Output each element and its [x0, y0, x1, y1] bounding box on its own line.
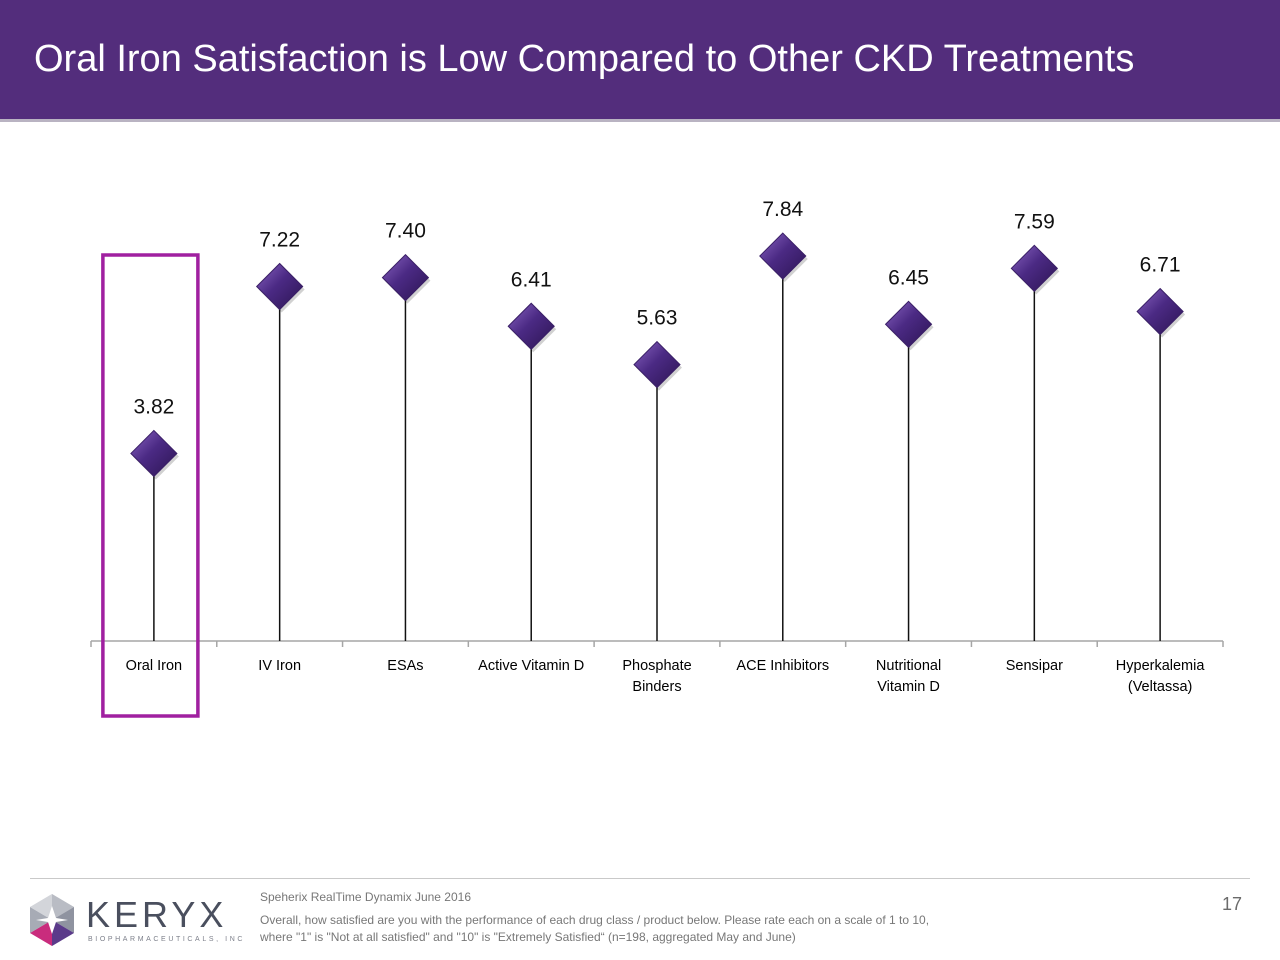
- data-label: 5.63: [637, 307, 678, 330]
- data-label: 7.22: [259, 228, 300, 251]
- data-label: 7.40: [385, 220, 426, 243]
- logo-wordmark: KERYX: [86, 894, 228, 935]
- slide-title: Oral Iron Satisfaction is Low Compared t…: [34, 38, 1135, 80]
- data-label: 6.41: [511, 268, 552, 291]
- data-point: [759, 232, 807, 280]
- data-point: [1136, 287, 1184, 336]
- footer-divider: [30, 878, 1250, 879]
- keryx-logo: KERYX BIOPHARMACEUTICALS, INC: [28, 892, 242, 950]
- data-point: [884, 300, 933, 349]
- data-label: 6.45: [888, 266, 929, 289]
- x-tick-label: ACE Inhibitors: [736, 658, 829, 674]
- keryx-logo-icon: [30, 894, 74, 946]
- x-tick-label: Phosphate: [622, 658, 691, 674]
- source-citation: Speherix RealTime Dynamix June 2016: [260, 890, 471, 904]
- data-point: [130, 429, 178, 478]
- x-tick-label: Active Vitamin D: [478, 658, 584, 674]
- logo-subtitle: BIOPHARMACEUTICALS, INC: [88, 936, 246, 943]
- data-point: [507, 302, 555, 350]
- x-tick-label: Nutritional: [876, 658, 941, 674]
- data-point: [381, 253, 430, 302]
- x-tick-label: Binders: [632, 679, 681, 695]
- survey-note-line2: where "1" is "Not at all satisfied" and …: [260, 930, 796, 944]
- data-point: [633, 340, 681, 389]
- slide-header: Oral Iron Satisfaction is Low Compared t…: [0, 0, 1280, 122]
- satisfaction-chart: 3.82 Oral Iron 7.22 IV Iron 7.40 ESAs 6.41 Acti…: [90, 198, 1224, 718]
- survey-note: Overall, how satisfied are you with the …: [260, 912, 1160, 946]
- x-tick-label: (Veltassa): [1128, 679, 1192, 695]
- data-label: 3.82: [133, 395, 174, 418]
- highlight-box: [101, 253, 200, 718]
- data-point: [1010, 244, 1059, 293]
- data-label: 6.71: [1140, 254, 1181, 277]
- x-tick-label: Sensipar: [1006, 658, 1063, 674]
- page-number: 17: [1222, 894, 1243, 914]
- x-tick-label: ESAs: [387, 658, 423, 674]
- x-tick-label: IV Iron: [258, 658, 301, 674]
- survey-note-line1: Overall, how satisfied are you with the …: [260, 913, 930, 927]
- x-tick-label: Hyperkalemia: [1116, 658, 1206, 674]
- x-tick-label: Vitamin D: [877, 679, 940, 695]
- data-label: 7.84: [762, 198, 803, 221]
- x-tick-label: Oral Iron: [126, 658, 182, 674]
- data-point: [255, 262, 304, 311]
- data-label: 7.59: [1014, 210, 1055, 233]
